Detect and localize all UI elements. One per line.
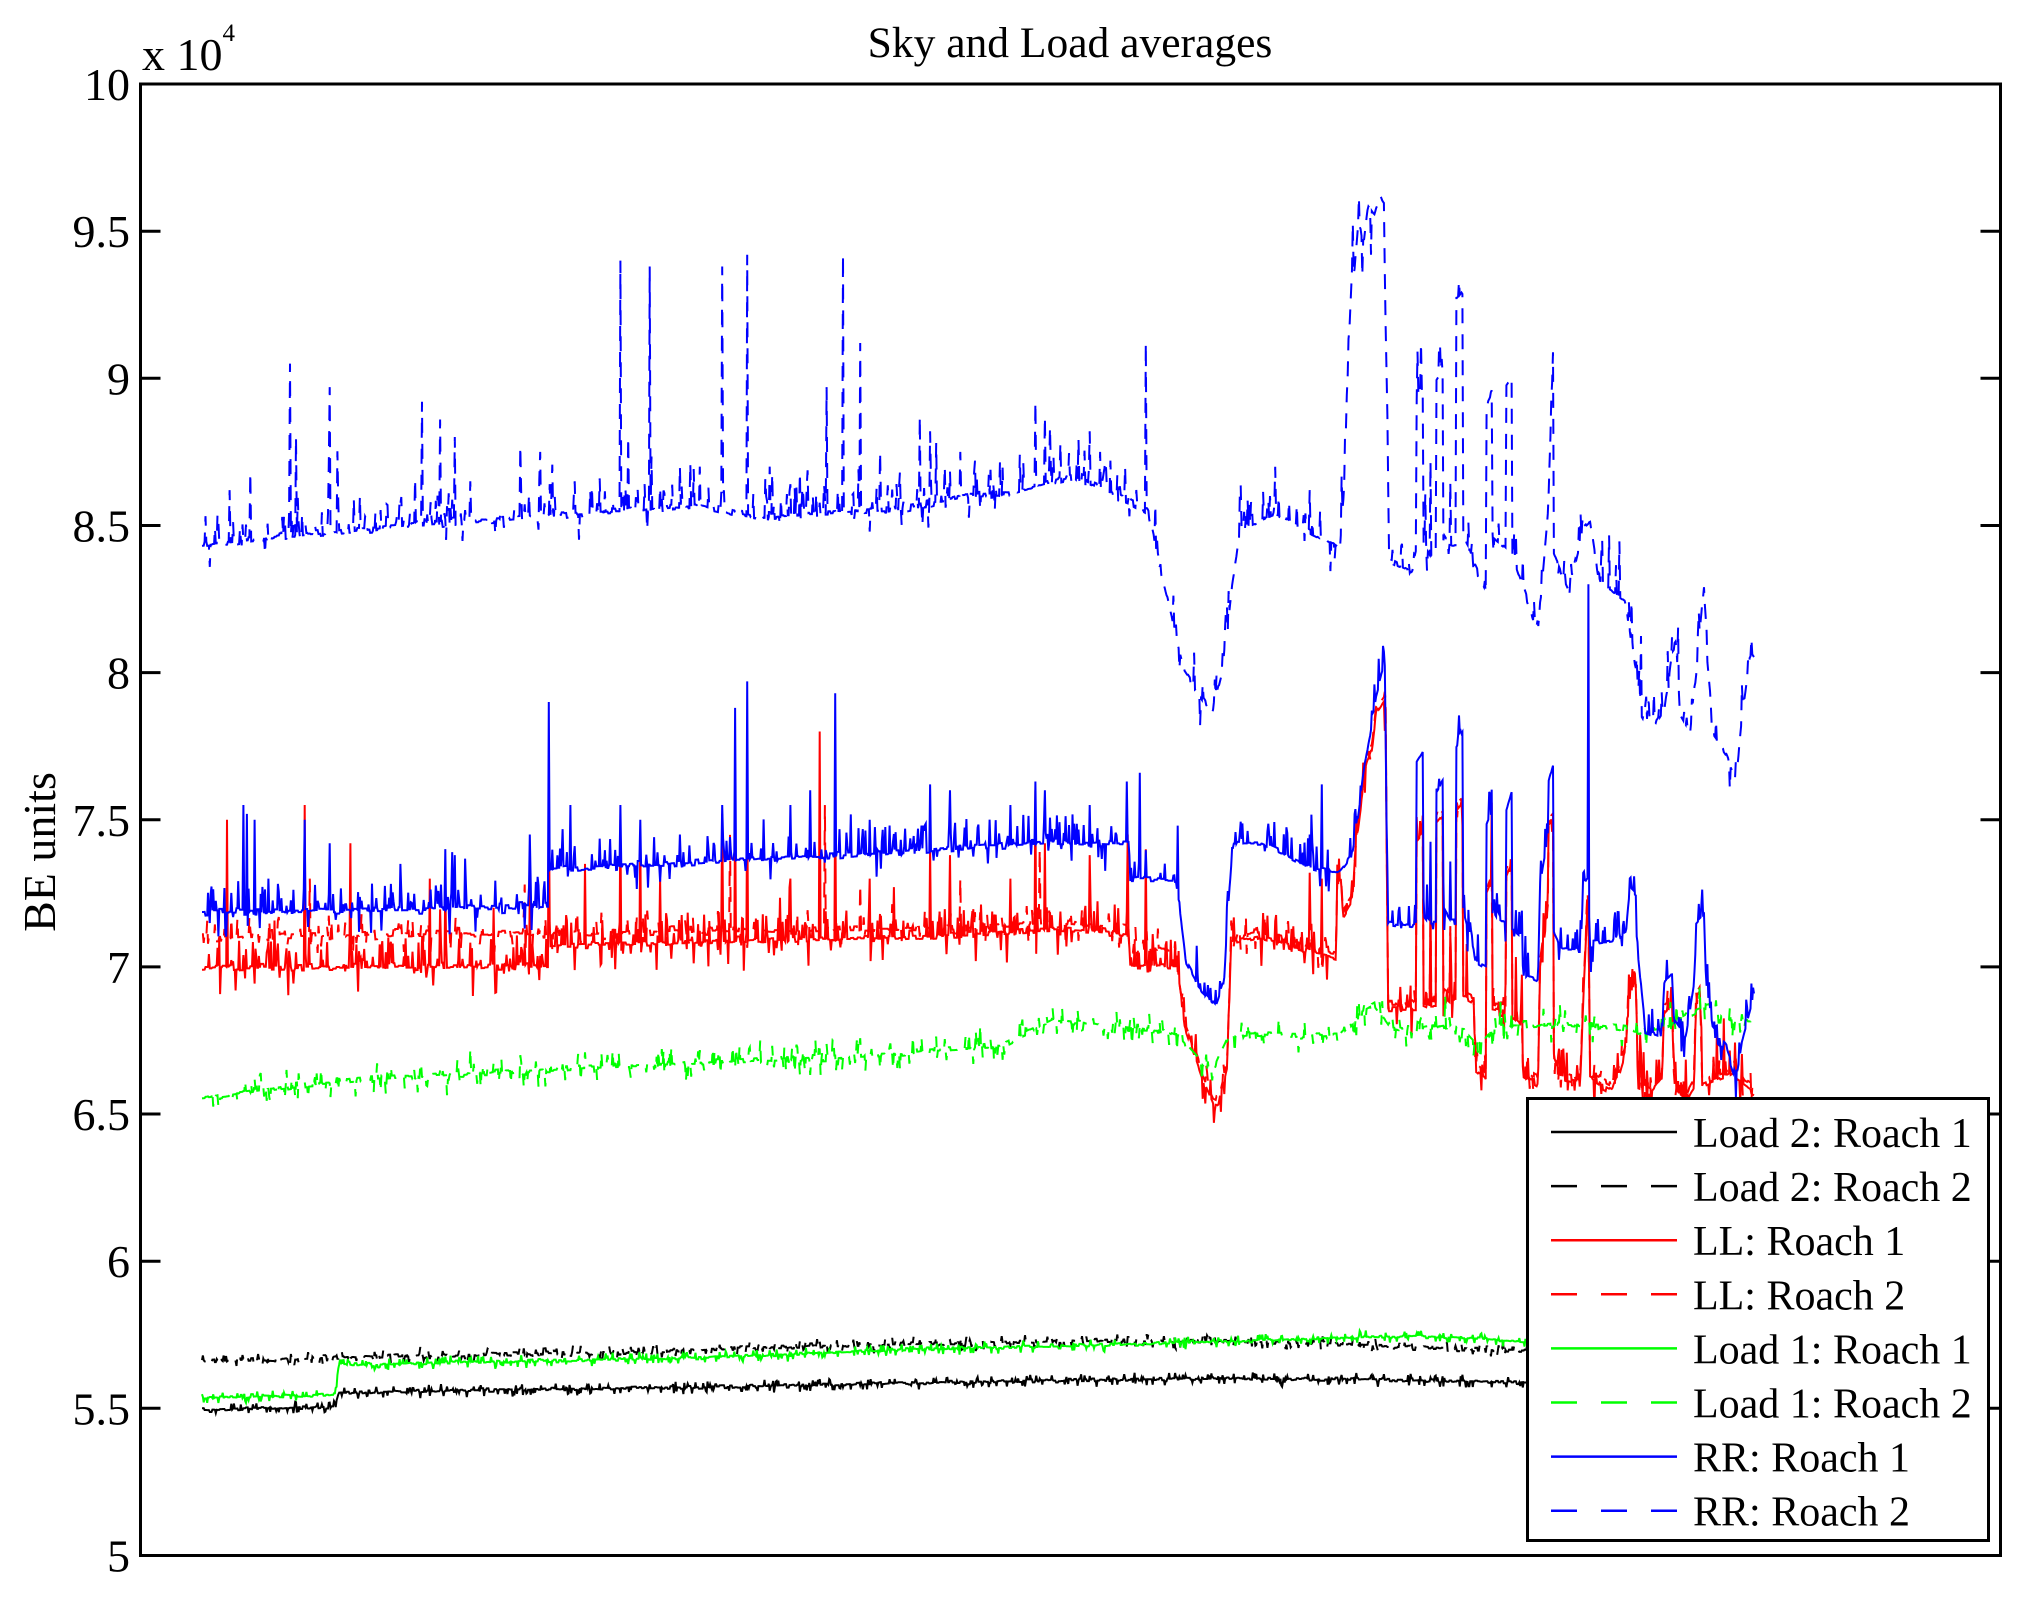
svg-text:Load 2: Roach 2: Load 2: Roach 2	[1693, 1165, 1972, 1211]
svg-text:6: 6	[107, 1236, 130, 1287]
svg-text:10: 10	[84, 59, 130, 110]
svg-text:9.5: 9.5	[73, 206, 131, 257]
svg-text:8.5: 8.5	[73, 501, 131, 552]
svg-text:5: 5	[107, 1531, 130, 1582]
svg-text:7.5: 7.5	[73, 795, 131, 846]
svg-text:LL: Roach 2: LL: Roach 2	[1693, 1273, 1905, 1319]
svg-text:Load 1: Roach 2: Load 1: Roach 2	[1693, 1382, 1972, 1428]
svg-text:Load 2: Roach 1: Load 2: Roach 1	[1693, 1111, 1972, 1157]
svg-text:LL: Roach 1: LL: Roach 1	[1693, 1219, 1905, 1265]
svg-text:7: 7	[107, 942, 130, 993]
svg-text:RR: Roach 2: RR: Roach 2	[1693, 1490, 1910, 1536]
svg-text:Sky and Load averages: Sky and Load averages	[868, 19, 1273, 67]
svg-text:x 104: x 104	[142, 20, 236, 80]
svg-text:BE units: BE units	[14, 772, 65, 932]
svg-text:8: 8	[107, 648, 130, 699]
svg-text:RR: Roach 1: RR: Roach 1	[1693, 1436, 1910, 1482]
svg-text:6.5: 6.5	[73, 1089, 131, 1140]
svg-text:9: 9	[107, 353, 130, 404]
svg-text:Load 1: Roach 1: Load 1: Roach 1	[1693, 1327, 1972, 1373]
svg-text:5.5: 5.5	[73, 1383, 131, 1434]
